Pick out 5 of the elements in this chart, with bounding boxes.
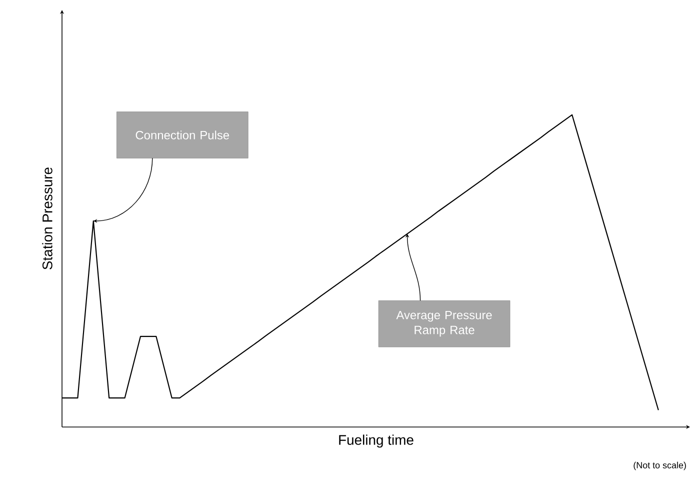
annotation: Average Pressure Ramp Rate bbox=[396, 310, 492, 337]
y-axis-title: Station Pressure bbox=[42, 168, 52, 270]
x-axis-title: Fueling time bbox=[339, 434, 414, 448]
annotation: Connection Pulse bbox=[136, 130, 230, 140]
text: (Not to scale) bbox=[634, 462, 686, 470]
